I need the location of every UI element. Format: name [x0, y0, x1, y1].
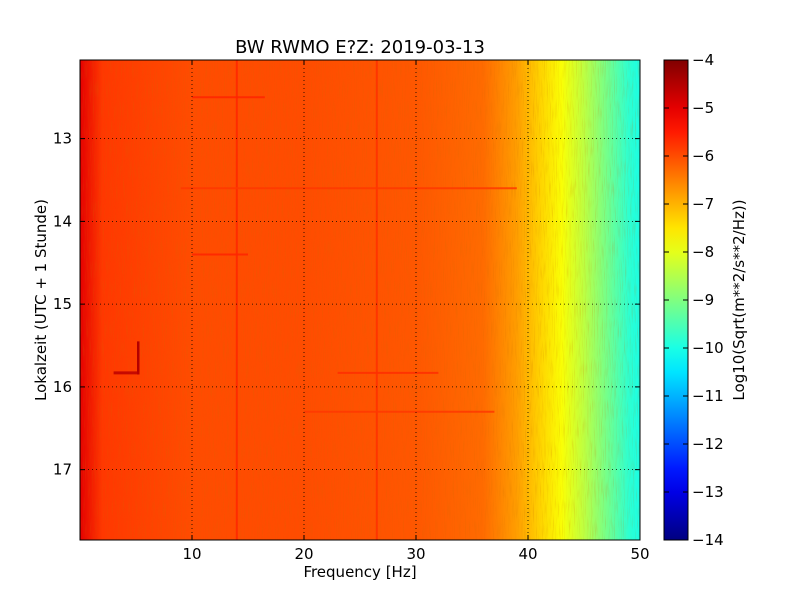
x-axis-label: Frequency [Hz] — [303, 563, 416, 581]
y-tick-label: 17 — [53, 461, 72, 479]
colorbar-tick-label: −7 — [692, 195, 714, 213]
colorbar-tick-label: −4 — [692, 51, 714, 69]
plot-frame — [79, 59, 641, 541]
grid-lines — [80, 60, 640, 540]
y-axis-label: Lokalzeit (UTC + 1 Stunde) — [32, 199, 50, 401]
colorbar-tick-label: −5 — [692, 99, 714, 117]
colorbar: −4 −5 −6 −7 −8 −9 −10 −11 −12 −13 −14 Log10(Sqrt(m… — [663, 51, 748, 549]
x-tick-label: 20 — [294, 545, 313, 563]
y-axis-ticks: 13 14 15 16 17 — [53, 130, 640, 479]
colorbar-tick-label: −11 — [692, 387, 724, 405]
x-tick-label: 10 — [182, 545, 201, 563]
y-tick-label: 14 — [53, 212, 72, 230]
spectrogram-features — [113, 60, 517, 540]
colorbar-tick-label: −14 — [692, 531, 724, 549]
x-tick-label: 50 — [630, 545, 649, 563]
chart-title: BW RWMO E?Z: 2019-03-13 — [235, 37, 485, 58]
colorbar-tick-label: −13 — [692, 483, 724, 501]
x-tick-label: 30 — [406, 545, 425, 563]
colorbar-ticks: −4 −5 −6 −7 −8 −9 −10 −11 −12 −13 −14 — [664, 51, 724, 549]
y-tick-label: 13 — [53, 130, 72, 148]
colorbar-label: Log10(Sqrt(m**2/s**2/Hz)) — [730, 199, 748, 400]
colorbar-tick-label: −6 — [692, 147, 714, 165]
colorbar-tick-label: −9 — [692, 291, 714, 309]
x-tick-label: 40 — [518, 545, 537, 563]
plot-area: 10 20 30 40 50 13 14 15 16 17 — [53, 59, 650, 563]
spectrogram-texture — [80, 60, 640, 540]
colorbar-tick-label: −12 — [692, 435, 724, 453]
y-tick-label: 15 — [53, 295, 72, 313]
y-tick-label: 16 — [53, 378, 72, 396]
x-axis-ticks: 10 20 30 40 50 — [182, 60, 650, 563]
colorbar-tick-label: −10 — [692, 339, 724, 357]
colorbar-tick-label: −8 — [692, 243, 714, 261]
